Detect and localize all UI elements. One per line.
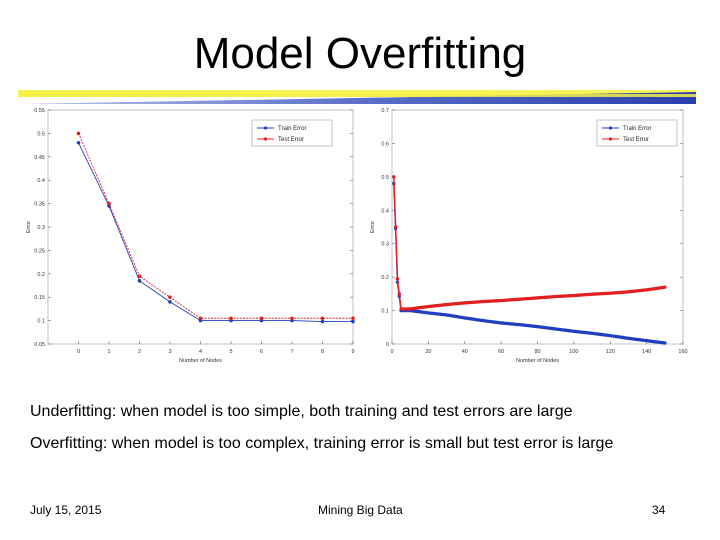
series-line-1: [78, 133, 353, 319]
data-point: [320, 316, 325, 321]
x-tick-label: 140: [642, 349, 651, 355]
data-point: [393, 225, 398, 229]
chart-left-svg: 0.05 0.1 0.15 0.2 0.25 0.3 0.35 0.4 0.45 0.5 0.55 0…: [26, 108, 355, 364]
legend-marker: [608, 126, 613, 130]
data-point: [198, 316, 203, 321]
x-tick-label: 3: [168, 349, 171, 355]
x-tick-label: 160: [678, 349, 687, 355]
x-tick-label: 4: [199, 349, 202, 355]
x-tick-label: 40: [462, 349, 468, 355]
footer-date: July 15, 2015: [30, 503, 102, 517]
slide-title: Model Overfitting: [193, 29, 527, 78]
y-tick-label: 0.05: [34, 342, 45, 348]
x-tick-label: 20: [425, 349, 431, 355]
x-tick-label: 8: [321, 349, 324, 355]
legend-marker: [263, 137, 268, 141]
y-tick-label: 0: [386, 342, 389, 348]
footer-center: Mining Big Data: [318, 503, 403, 517]
x-tick-label: 2: [138, 349, 141, 355]
y-tick-label: 0.4: [37, 178, 45, 184]
data-point: [663, 341, 667, 345]
data-point: [351, 319, 355, 324]
data-point: [168, 300, 172, 304]
title-underline-bar: [18, 90, 696, 104]
y-tick-label: 0.3: [37, 225, 45, 231]
data-point: [137, 279, 142, 283]
x-tick-label: 120: [606, 349, 615, 355]
x-tick-label: 80: [534, 349, 540, 355]
y-axis-label: Error: [370, 221, 376, 233]
y-tick-label: 0.45: [34, 155, 45, 161]
y-tick-label: 0.5: [381, 175, 389, 181]
x-axis-label: Number of Nodes: [516, 358, 559, 364]
legend-label: Train Error: [623, 126, 651, 132]
y-tick-label: 0.1: [381, 309, 389, 315]
x-tick-label: 6: [260, 349, 263, 355]
y-tick-label: 0.55: [34, 108, 45, 114]
data-point: [320, 319, 325, 324]
series-line-0: [78, 142, 353, 322]
chart-right-svg: 0 0.1 0.2 0.3 0.4 0.5 0.6 0.7 0 20 40 60 80 100 120 140…: [370, 108, 688, 364]
x-tick-label: 0: [390, 349, 393, 355]
y-tick-label: 0.5: [37, 131, 45, 137]
legend-box: [596, 119, 678, 147]
data-point: [168, 295, 172, 299]
bullet-overfitting: Overfitting: when model is too complex, …: [30, 435, 614, 452]
x-tick-label: 60: [498, 349, 504, 355]
data-point: [259, 316, 264, 321]
y-tick-label: 0.15: [34, 295, 45, 301]
y-tick-label: 0.3: [381, 242, 389, 248]
bullet-underfitting: Underfitting: when model is too simple, …: [30, 403, 573, 420]
y-tick-label: 0.25: [34, 248, 45, 254]
x-tick-label: 9: [351, 349, 354, 355]
y-tick-label: 0.1: [37, 319, 45, 325]
x-tick-label: 100: [569, 349, 578, 355]
legend-label: Train Error: [278, 126, 306, 132]
x-tick-label: 1: [107, 349, 110, 355]
data-point: [395, 277, 400, 281]
data-point: [76, 140, 81, 145]
chart-left: 0.05 0.1 0.15 0.2 0.25 0.3 0.35 0.4 0.45 0.5 0.55 0…: [20, 106, 356, 368]
y-axis-label: Error: [26, 221, 32, 233]
data-point: [137, 274, 142, 278]
footer-page-number: 34: [652, 503, 666, 517]
legend-label: Test Error: [278, 137, 304, 143]
legend-marker: [263, 126, 268, 130]
y-tick-label: 0.6: [381, 141, 389, 147]
y-tick-label: 0.2: [381, 275, 389, 281]
data-point: [392, 175, 396, 179]
y-tick-label: 0.7: [381, 108, 389, 114]
data-point: [290, 316, 294, 321]
y-tick-label: 0.35: [34, 202, 45, 208]
data-point: [397, 292, 401, 296]
legend-label: Test Error: [623, 137, 649, 143]
x-axis-label: Number of Nodes: [179, 358, 222, 364]
data-point: [229, 316, 233, 321]
data-point: [76, 131, 81, 136]
data-point: [663, 285, 667, 289]
chart-right: 0 0.1 0.2 0.3 0.4 0.5 0.6 0.7 0 20 40 60 80 100 120 140…: [367, 106, 705, 368]
y-tick-label: 0.2: [37, 272, 45, 278]
x-tick-label: 0: [77, 349, 80, 355]
data-point: [107, 201, 111, 206]
y-tick-label: 0.4: [381, 208, 389, 214]
legend-box: [251, 119, 333, 147]
x-tick-label: 7: [290, 349, 293, 355]
data-point: [351, 316, 355, 321]
x-tick-label: 5: [229, 349, 232, 355]
legend-marker: [608, 137, 613, 141]
